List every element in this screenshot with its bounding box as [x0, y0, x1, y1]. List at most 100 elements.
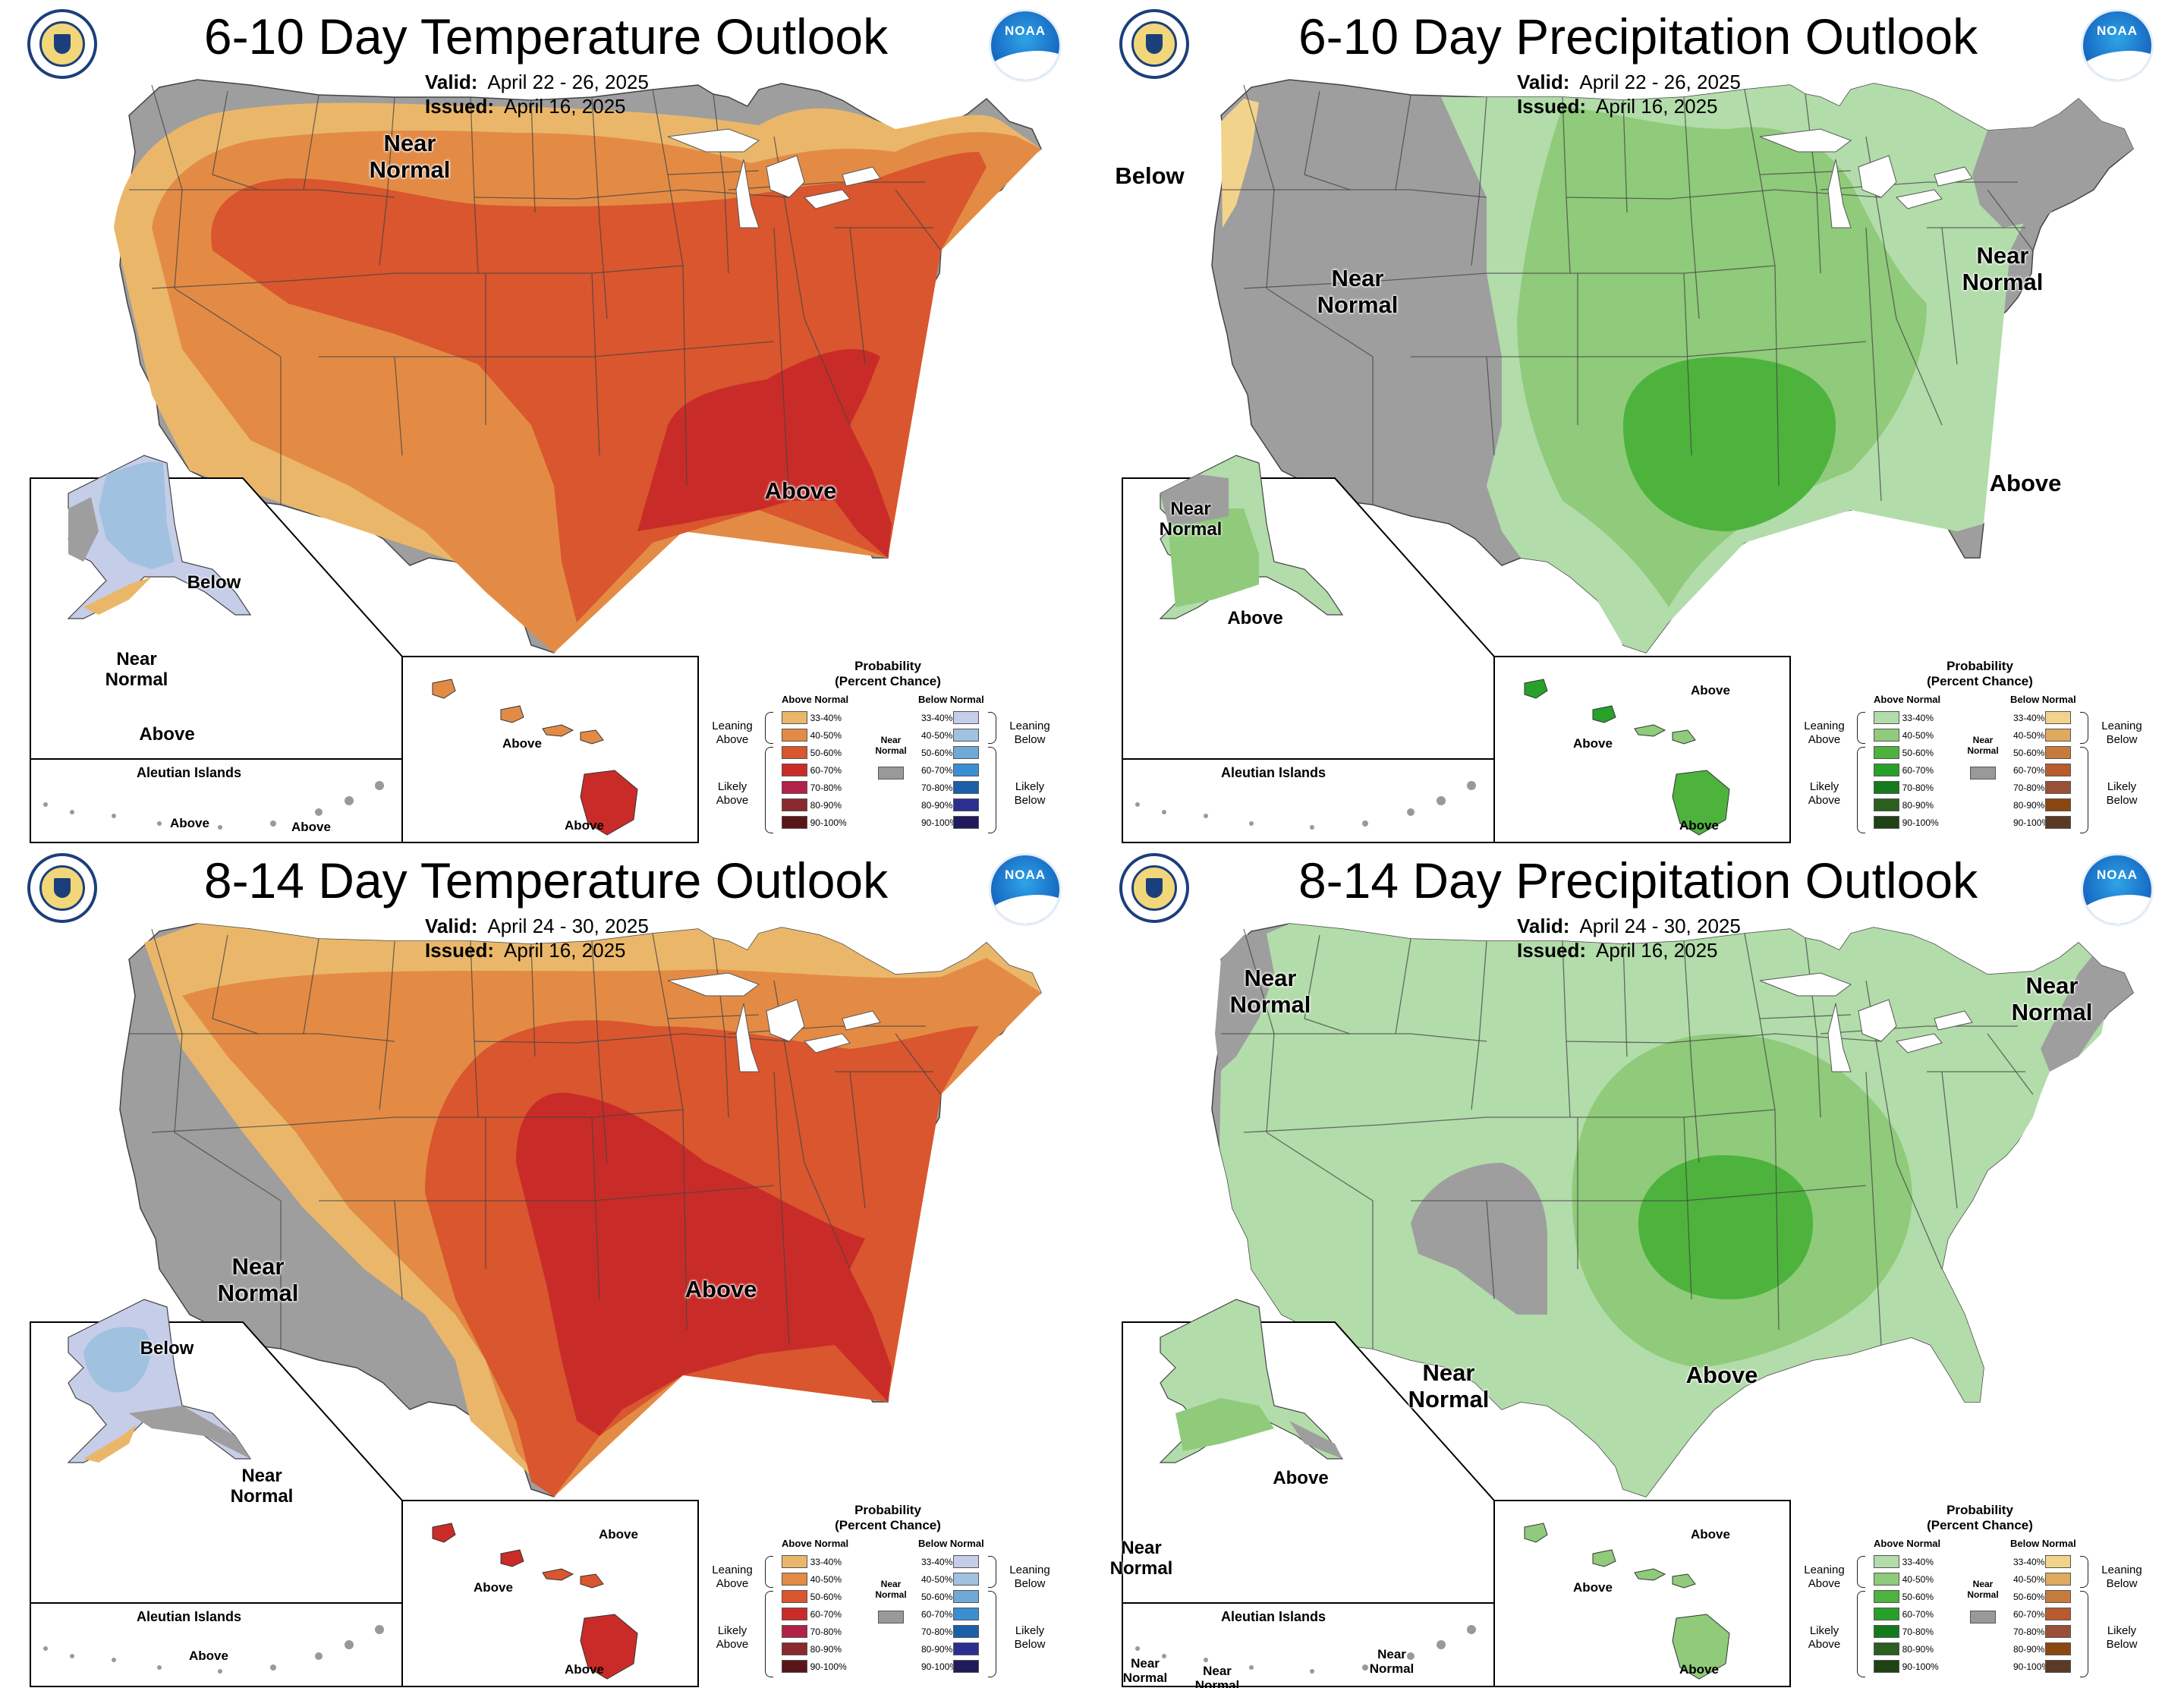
state-boundary — [773, 227, 790, 502]
legend-range: 40-50% — [1902, 1573, 1934, 1585]
legend-range: 50-60% — [2013, 1591, 2045, 1602]
state-boundary — [1987, 1033, 2034, 1095]
probability-legend: Probability (Percent Chance) Above Normal… — [1798, 1503, 2162, 1685]
region-label: Near Normal — [1317, 265, 1399, 318]
state-boundary — [1805, 937, 1821, 1118]
legend-leaning-below: Leaning Below — [1009, 1564, 1050, 1590]
legend-near-normal-label: Near Normal — [1967, 735, 1999, 756]
legend-row: 50-60% — [2013, 1588, 2071, 1605]
hawaii-island — [580, 770, 638, 836]
region-label: Above — [502, 736, 542, 751]
region-label: Above — [565, 818, 604, 833]
state-boundary — [394, 1200, 403, 1300]
valid-label: Valid: — [425, 915, 478, 937]
legend-row: 60-70% — [921, 1605, 979, 1623]
region-label: Near Normal — [1369, 1647, 1415, 1677]
legend-range: 50-60% — [2013, 747, 2045, 758]
valid-dates: April 24 - 30, 2025 — [487, 915, 649, 937]
state-boundary — [1896, 318, 1943, 426]
legend-row: 60-70% — [1874, 1605, 1939, 1623]
legend-row: 50-60% — [2013, 744, 2071, 761]
outlook-zone — [1215, 934, 1274, 1072]
state-boundary — [713, 93, 729, 274]
legend-row: 40-50% — [1874, 1570, 1939, 1588]
legend-swatch — [2045, 1660, 2071, 1673]
legend-swatch — [953, 1642, 979, 1655]
legend-row: 60-70% — [2013, 1605, 2071, 1623]
hawaii-island — [1672, 770, 1730, 836]
hawaii-island — [1672, 1573, 1696, 1589]
legend-swatch — [782, 746, 807, 759]
legend-swatch — [2045, 764, 2071, 776]
hawaii-island — [432, 679, 456, 699]
legend-swatch — [1874, 781, 1899, 794]
legend-brace — [988, 712, 996, 744]
legend-brace — [2080, 747, 2088, 833]
legend-row: 70-80% — [1874, 779, 1939, 796]
outlook-title: 6-10 Day Temperature Outlook — [203, 8, 889, 65]
noaa-logo-icon: NOAA — [989, 853, 1062, 926]
legend-range: 70-80% — [921, 1626, 953, 1637]
legend-row: 60-70% — [2013, 761, 2071, 779]
doc-seal-icon — [27, 9, 97, 79]
legend-swatch — [1874, 1660, 1899, 1673]
region-label: Below — [1115, 162, 1185, 189]
state-boundary — [1683, 272, 1692, 456]
region-label: Near Normal — [1159, 499, 1223, 540]
state-boundary — [1805, 93, 1821, 274]
region-label: Above — [1989, 470, 2062, 496]
legend-row: 33-40% — [921, 709, 979, 726]
legend-swatch — [2045, 746, 2071, 759]
aleutian-islands-title: Aleutian Islands — [1221, 765, 1326, 780]
region-label: Near Normal — [105, 649, 168, 690]
legend-row: 90-100% — [921, 1658, 979, 1675]
state-boundary — [1304, 90, 1351, 191]
legend-likely-below: Likely Below — [1014, 1624, 1046, 1651]
legend-range: 90-100% — [1902, 817, 1939, 828]
outlook-zone — [1623, 357, 1836, 531]
legend-swatch — [953, 798, 979, 811]
legend-below-column: 33-40% 40-50% 50-60% 60-70% 70-80% 80-90… — [921, 709, 979, 831]
state-boundary — [174, 1132, 282, 1201]
legend-row: 90-100% — [782, 1658, 847, 1675]
legend-row: 60-70% — [1874, 761, 1939, 779]
legend-row: 33-40% — [782, 709, 847, 726]
legend-row: 80-90% — [2013, 1640, 2071, 1658]
state-boundary — [804, 1162, 851, 1270]
alaska-zone — [99, 461, 175, 569]
outlook-map — [1122, 79, 2134, 843]
legend-leaning-below: Leaning Below — [2101, 720, 2142, 746]
state-boundary — [1221, 189, 1487, 198]
state-boundary — [1941, 1071, 1958, 1209]
hawaii-island — [580, 1573, 604, 1589]
state-boundary — [849, 227, 866, 365]
hawaii-inset — [1493, 1500, 1791, 1687]
legend-swatch — [1874, 746, 1899, 759]
state-boundary — [303, 94, 319, 191]
state-boundary — [1622, 99, 1628, 213]
legend-row: 60-70% — [782, 1605, 847, 1623]
state-boundary — [319, 341, 775, 357]
legend-title: Probability (Percent Chance) — [835, 1503, 941, 1532]
legend-row: 90-100% — [2013, 814, 2071, 831]
outlook-dates: Valid: April 22 - 26, 2025 Issued: April… — [1517, 70, 1741, 118]
legend-swatch — [1874, 711, 1899, 724]
alaska-zone — [1175, 1398, 1274, 1451]
legend-row: 70-80% — [2013, 1623, 2071, 1640]
region-label: Above — [1573, 1580, 1613, 1595]
state-boundary — [1820, 1025, 2018, 1035]
valid-label: Valid: — [425, 71, 478, 93]
state-boundary — [1683, 940, 1700, 1164]
hawaii-island — [580, 1614, 638, 1680]
legend-brace — [2080, 1556, 2088, 1588]
legend-swatch — [2045, 1590, 2071, 1603]
probability-legend: Probability (Percent Chance) Above Normal… — [706, 659, 1070, 841]
legend-near-normal: Near Normal — [868, 735, 914, 782]
noaa-logo-text: NOAA — [2096, 868, 2138, 882]
legend-row: 70-80% — [782, 1623, 847, 1640]
hawaii-island — [1524, 1523, 1548, 1543]
state-boundary — [728, 1025, 926, 1035]
legend-brace — [1857, 1556, 1865, 1588]
legend-row: 40-50% — [2013, 1570, 2071, 1588]
region-label: Above — [1273, 1468, 1329, 1488]
